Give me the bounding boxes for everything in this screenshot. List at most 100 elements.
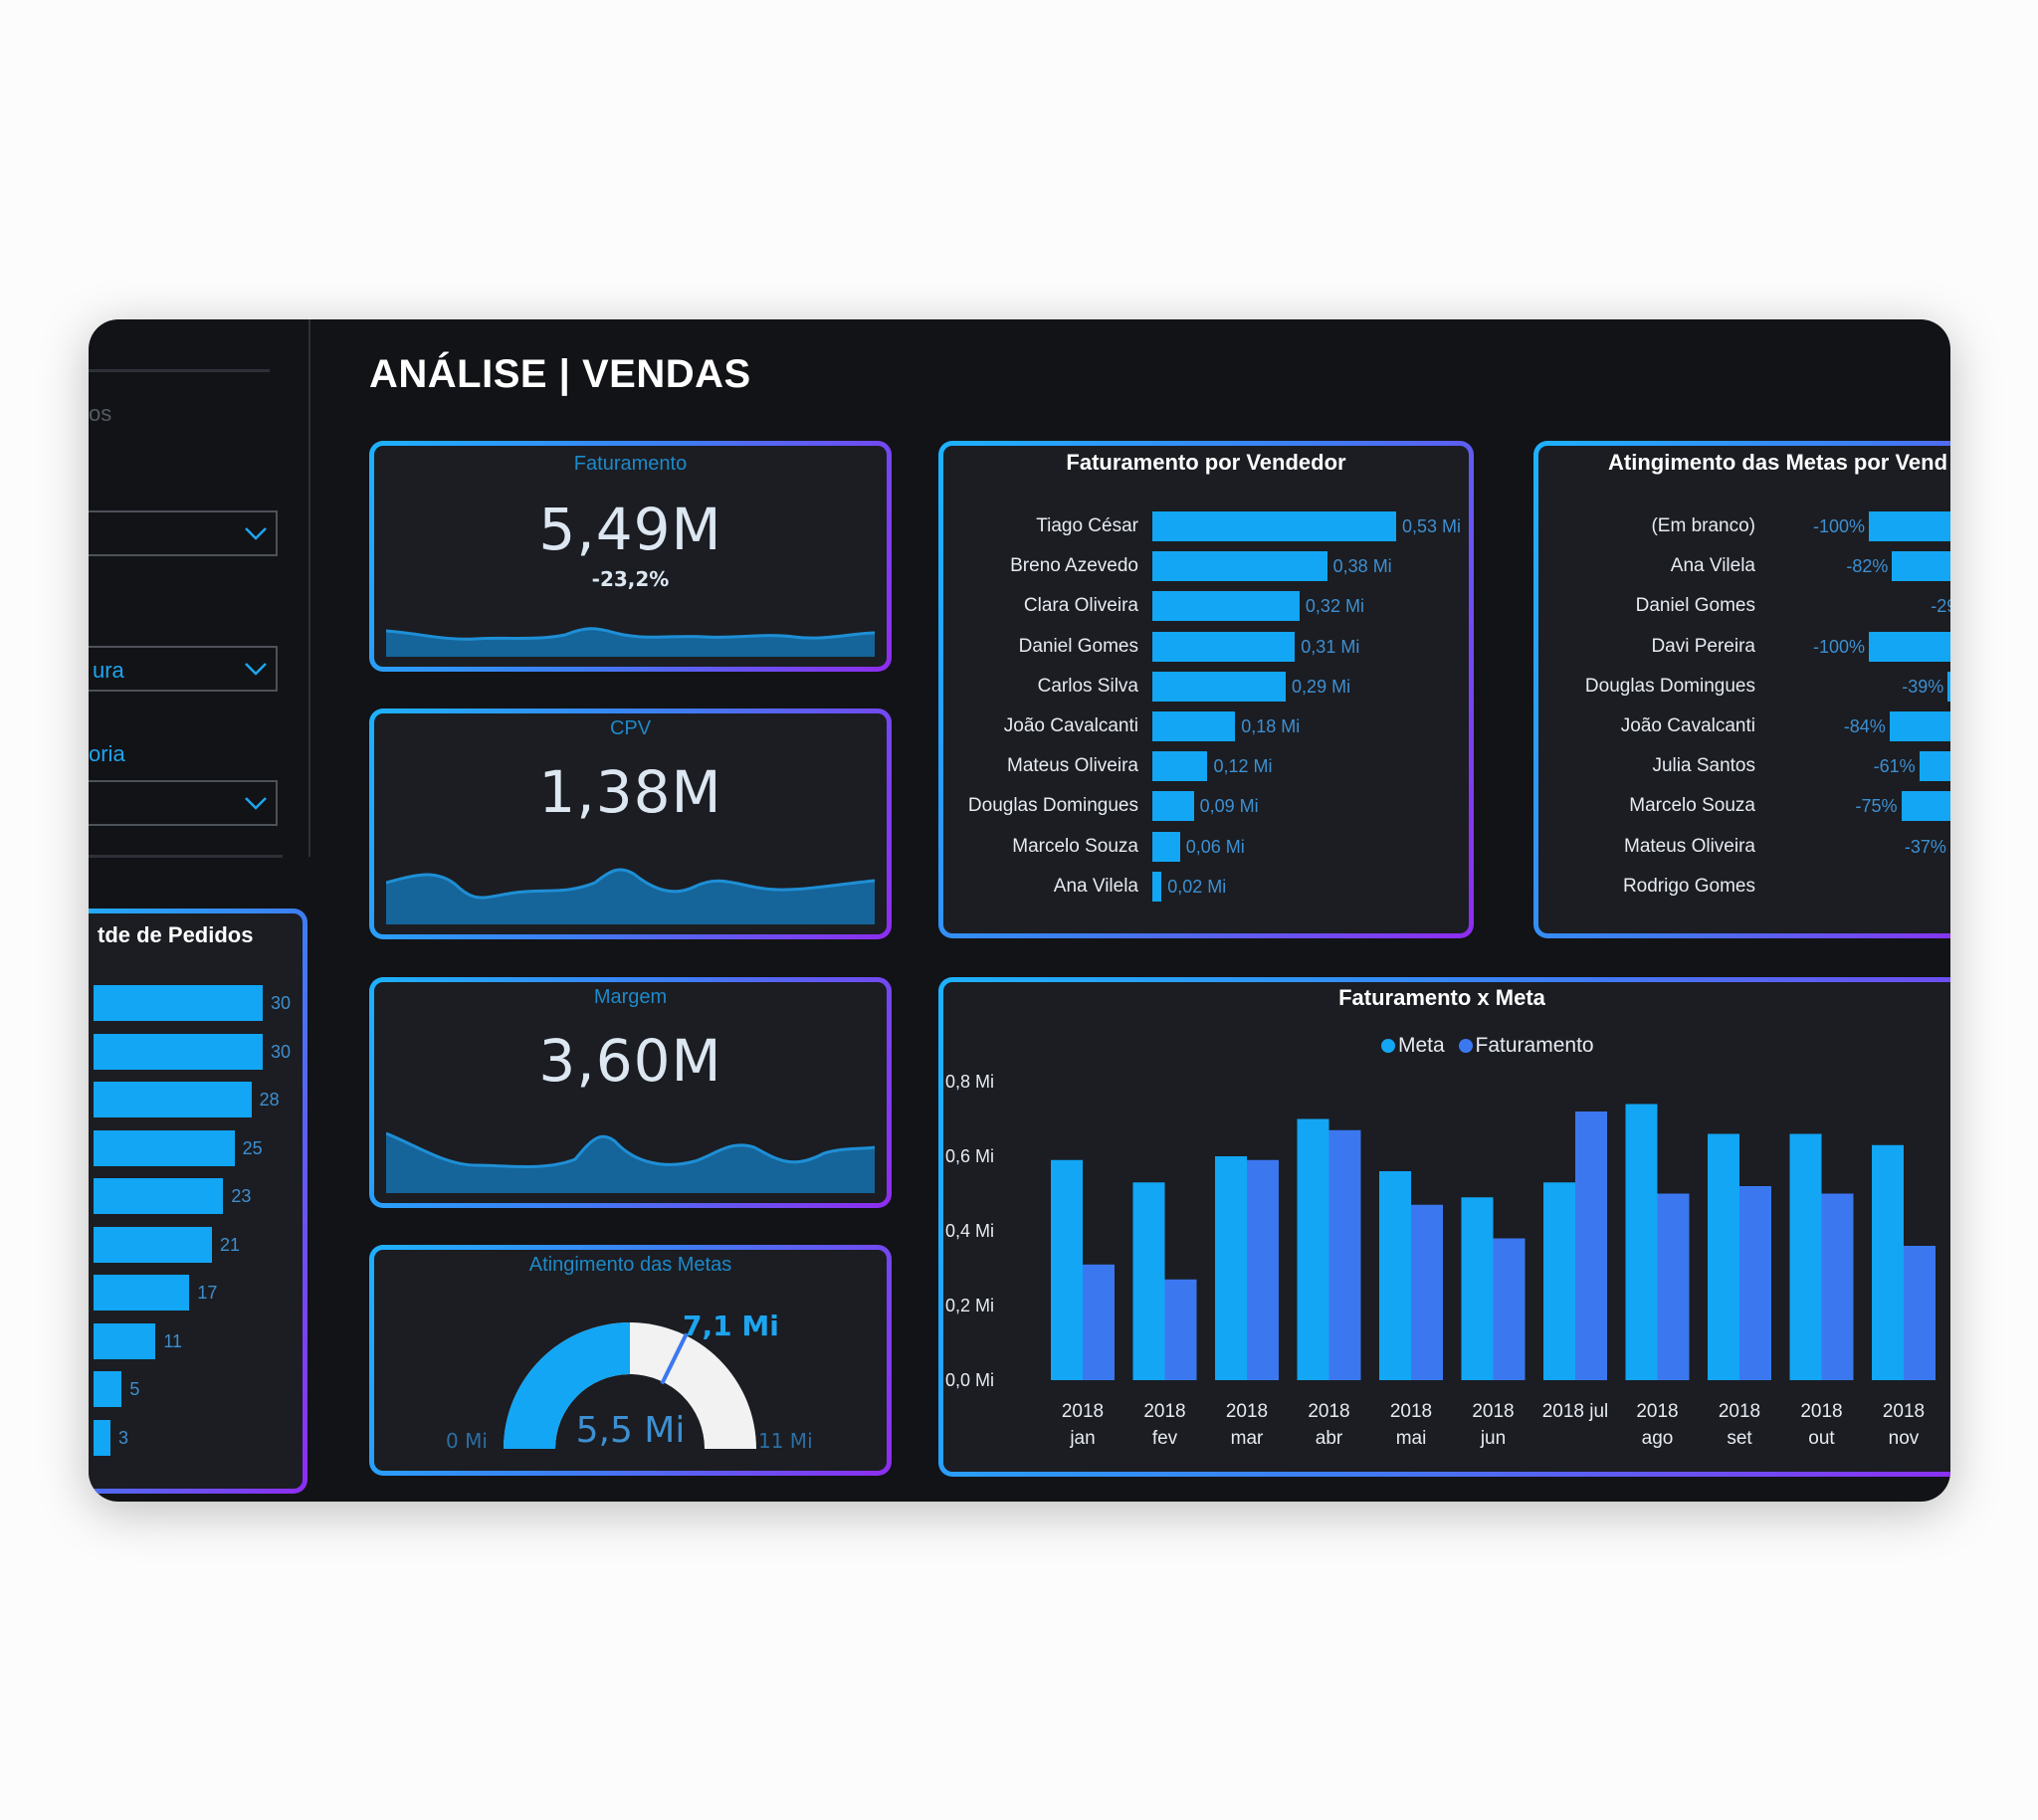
meta-bar[interactable] [1625, 1104, 1658, 1381]
metas-value-label: -29 [1931, 596, 1950, 617]
faturamento-bar[interactable] [1821, 1193, 1854, 1381]
legend-faturamento[interactable]: Faturamento [1458, 1034, 1594, 1057]
gauge-title: Atingimento das Metas [528, 1254, 732, 1276]
kpi-cpv-title: CPV [609, 717, 652, 739]
meta-bar[interactable] [1051, 1159, 1083, 1380]
faturamento-bar[interactable] [1411, 1204, 1443, 1380]
pedidos-bar-label: 21 [220, 1234, 241, 1255]
metas-name-label: Daniel Gomes [1635, 595, 1755, 617]
legend-meta-label: Meta [1398, 1034, 1445, 1057]
pedidos-bar-label: 17 [197, 1283, 218, 1303]
kpi-margem-card[interactable]: Margem 3,60M [369, 977, 892, 1208]
metas-bar [1947, 671, 1950, 702]
x-axis-tick-label: abr [1316, 1428, 1343, 1449]
metas-value-label: -75% [1855, 796, 1898, 817]
metas-name-label: Douglas Domingues [1584, 675, 1755, 697]
vendedor-panel: Faturamento por Vendedor Tiago César 0,53… [938, 441, 1474, 938]
vendedor-bar [1152, 791, 1194, 822]
vendedor-bar [1152, 551, 1327, 582]
vendedor-value-label: 0,38 Mi [1332, 556, 1392, 577]
legend-meta-dot [1381, 1039, 1395, 1053]
faturamento-meta-chart: 0,0 Mi 0,2 Mi 0,4 Mi 0,6 Mi 0,8 Mi 2018 jan 201… [945, 1072, 1936, 1449]
x-axis-tick-label: 2018 [1719, 1401, 1760, 1422]
slicer-dropdown-1[interactable] [89, 510, 278, 556]
pedidos-bar-label: 23 [231, 1186, 252, 1206]
chevron-down-icon [245, 797, 267, 810]
vendedor-name-label: Carlos Silva [1037, 675, 1138, 697]
metas-value-label: -84% [1843, 716, 1886, 736]
x-axis-tick-label: 2018 jul [1542, 1401, 1609, 1422]
meta-bar[interactable] [1132, 1182, 1165, 1380]
faturamento-bar[interactable] [1164, 1279, 1197, 1380]
kpi-cpv-card[interactable]: CPV 1,38M [369, 708, 892, 939]
faturamento-bar[interactable] [1904, 1246, 1936, 1380]
kpi-faturamento-card[interactable]: Faturamento 5,49M -23,2% [369, 441, 892, 672]
vendedor-bar [1152, 631, 1296, 662]
vendedor-value-label: 0,12 Mi [1213, 756, 1273, 777]
faturamento-bar[interactable] [1247, 1159, 1279, 1380]
combo-chart-title: Faturamento x Meta [1338, 985, 1545, 1010]
pedidos-bar-label: 30 [271, 993, 292, 1013]
pedidos-panel: tde de Pedidos 30 30 28 25 23 21 17 11 5 3 [89, 909, 307, 1494]
gauge-min-label: 0 Mi [446, 1429, 488, 1453]
x-axis-tick-label: mar [1231, 1428, 1264, 1449]
slicer-dropdown-2[interactable]: ura [89, 646, 278, 692]
pedidos-bar [94, 1275, 190, 1311]
dashboard-window: os ura oria tde de Pedidos 30 30 28 25 23 21 1… [89, 319, 1950, 1502]
x-axis-tick-label: fev [1152, 1428, 1178, 1449]
vendedor-value-label: 0,29 Mi [1292, 676, 1351, 697]
meta-bar[interactable] [1215, 1156, 1247, 1380]
x-axis-tick-label: set [1727, 1428, 1752, 1449]
x-axis-tick-label: out [1808, 1428, 1835, 1449]
vendedor-value-label: 0,53 Mi [1402, 516, 1462, 536]
meta-bar[interactable] [1461, 1197, 1494, 1380]
faturamento-bar[interactable] [1657, 1193, 1690, 1381]
sidebar-top-divider [89, 369, 270, 372]
metas-name-label: Julia Santos [1652, 755, 1755, 777]
meta-bar[interactable] [1789, 1133, 1822, 1381]
legend-faturamento-dot [1458, 1039, 1473, 1053]
metas-name-label: Marcelo Souza [1629, 795, 1755, 817]
gauge-target-label: 7,1 Mi [683, 1310, 779, 1342]
combo-legend: Meta Faturamento [1381, 1034, 1594, 1058]
pedidos-bar-label: 5 [129, 1379, 140, 1399]
pedidos-bar-label: 3 [118, 1427, 129, 1448]
x-axis-tick-label: mai [1396, 1428, 1427, 1449]
vendedor-bar [1152, 711, 1236, 741]
x-axis-tick-label: 2018 [1800, 1401, 1842, 1422]
y-axis-tick-label: 0,4 Mi [945, 1221, 994, 1241]
metas-value-label: -39% [1902, 676, 1944, 697]
meta-bar[interactable] [1872, 1144, 1904, 1380]
vendedor-name-label: Tiago César [1036, 515, 1138, 536]
meta-bar[interactable] [1297, 1118, 1329, 1381]
faturamento-bar[interactable] [1328, 1129, 1361, 1380]
vendedor-name-label: Marcelo Souza [1012, 835, 1138, 857]
meta-bar[interactable] [1708, 1133, 1739, 1381]
legend-meta[interactable]: Meta [1381, 1034, 1445, 1057]
metas-value-label: -100% [1812, 516, 1865, 536]
faturamento-bar[interactable] [1083, 1264, 1115, 1380]
metas-bar [1901, 791, 1950, 822]
metas-bar [1919, 751, 1950, 782]
meta-bar[interactable] [1379, 1171, 1411, 1380]
pedidos-bar [94, 1226, 212, 1263]
meta-bar[interactable] [1543, 1182, 1575, 1380]
cpv-sparkline [386, 868, 875, 924]
sidebar-right-divider [308, 319, 310, 857]
slicer-2-value: ura [93, 658, 124, 683]
kpi-faturamento-value: 5,49M [538, 496, 722, 563]
vendedor-bar [1152, 751, 1208, 782]
gauge-max-label: 11 Mi [758, 1429, 813, 1453]
sidebar-label-top: os [89, 401, 112, 426]
gauge-card[interactable]: Atingimento das Metas 5,5 Mi 7,1 Mi 0 Mi… [369, 1245, 892, 1476]
faturamento-meta-panel: Faturamento x Meta Meta Faturamento 0,0 … [938, 977, 1950, 1477]
faturamento-bar[interactable] [1493, 1238, 1526, 1381]
metas-name-label: Rodrigo Gomes [1622, 875, 1755, 897]
slicer-dropdown-3[interactable] [89, 780, 278, 826]
faturamento-bar[interactable] [1739, 1186, 1771, 1380]
faturamento-bar[interactable] [1575, 1112, 1607, 1380]
vendedor-value-label: 0,02 Mi [1167, 876, 1227, 897]
pedidos-bar [94, 1178, 224, 1214]
y-axis-tick-label: 0,2 Mi [945, 1296, 994, 1315]
metas-name-label: João Cavalcanti [1620, 715, 1755, 736]
